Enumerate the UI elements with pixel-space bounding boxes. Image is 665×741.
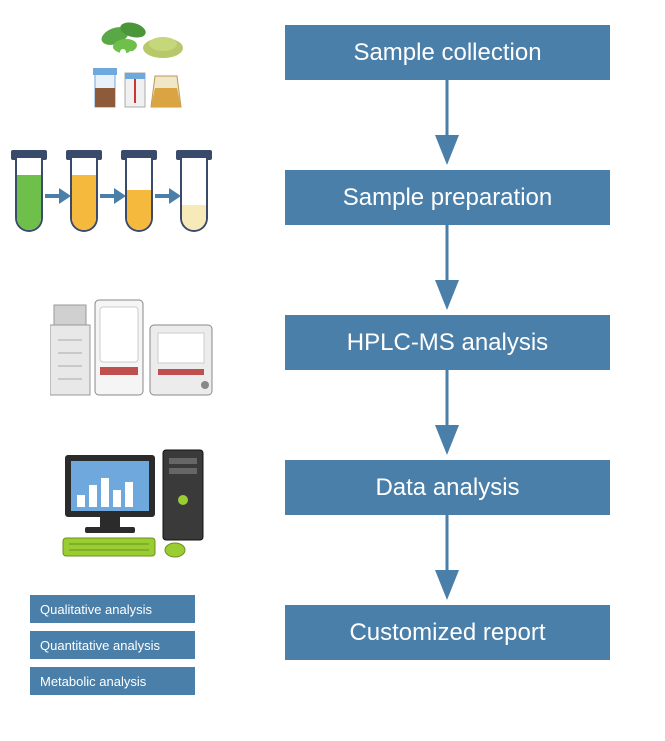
step-label: Sample preparation <box>343 184 552 212</box>
step-label: HPLC-MS analysis <box>347 329 548 357</box>
step-sample-collection: Sample collection <box>285 25 610 80</box>
diagram-root: Sample collection Sample preparation HPL… <box>0 0 665 741</box>
analysis-label: Qualitative analysis <box>40 602 152 617</box>
analysis-qualitative: Qualitative analysis <box>30 595 195 623</box>
hplc-ms-icon <box>50 295 220 405</box>
arrow-right-icon <box>155 186 181 206</box>
arrow-down-icon <box>427 80 467 170</box>
analysis-label: Metabolic analysis <box>40 674 146 689</box>
step-hplc-ms: HPLC-MS analysis <box>285 315 610 370</box>
step-label: Data analysis <box>375 474 519 502</box>
arrow-right-icon <box>45 186 71 206</box>
arrow-down-icon <box>427 515 467 605</box>
analysis-quantitative: Quantitative analysis <box>30 631 195 659</box>
sample-collection-icon <box>85 18 205 113</box>
computer-icon <box>55 440 215 560</box>
sample-prep-icon <box>15 158 245 238</box>
arrow-down-icon <box>427 225 467 315</box>
step-data-analysis: Data analysis <box>285 460 610 515</box>
analysis-label: Quantitative analysis <box>40 638 160 653</box>
step-sample-preparation: Sample preparation <box>285 170 610 225</box>
step-label: Sample collection <box>353 39 541 67</box>
step-customized-report: Customized report <box>285 605 610 660</box>
step-label: Customized report <box>349 619 545 647</box>
arrow-right-icon <box>100 186 126 206</box>
analysis-metabolic: Metabolic analysis <box>30 667 195 695</box>
arrow-down-icon <box>427 370 467 460</box>
